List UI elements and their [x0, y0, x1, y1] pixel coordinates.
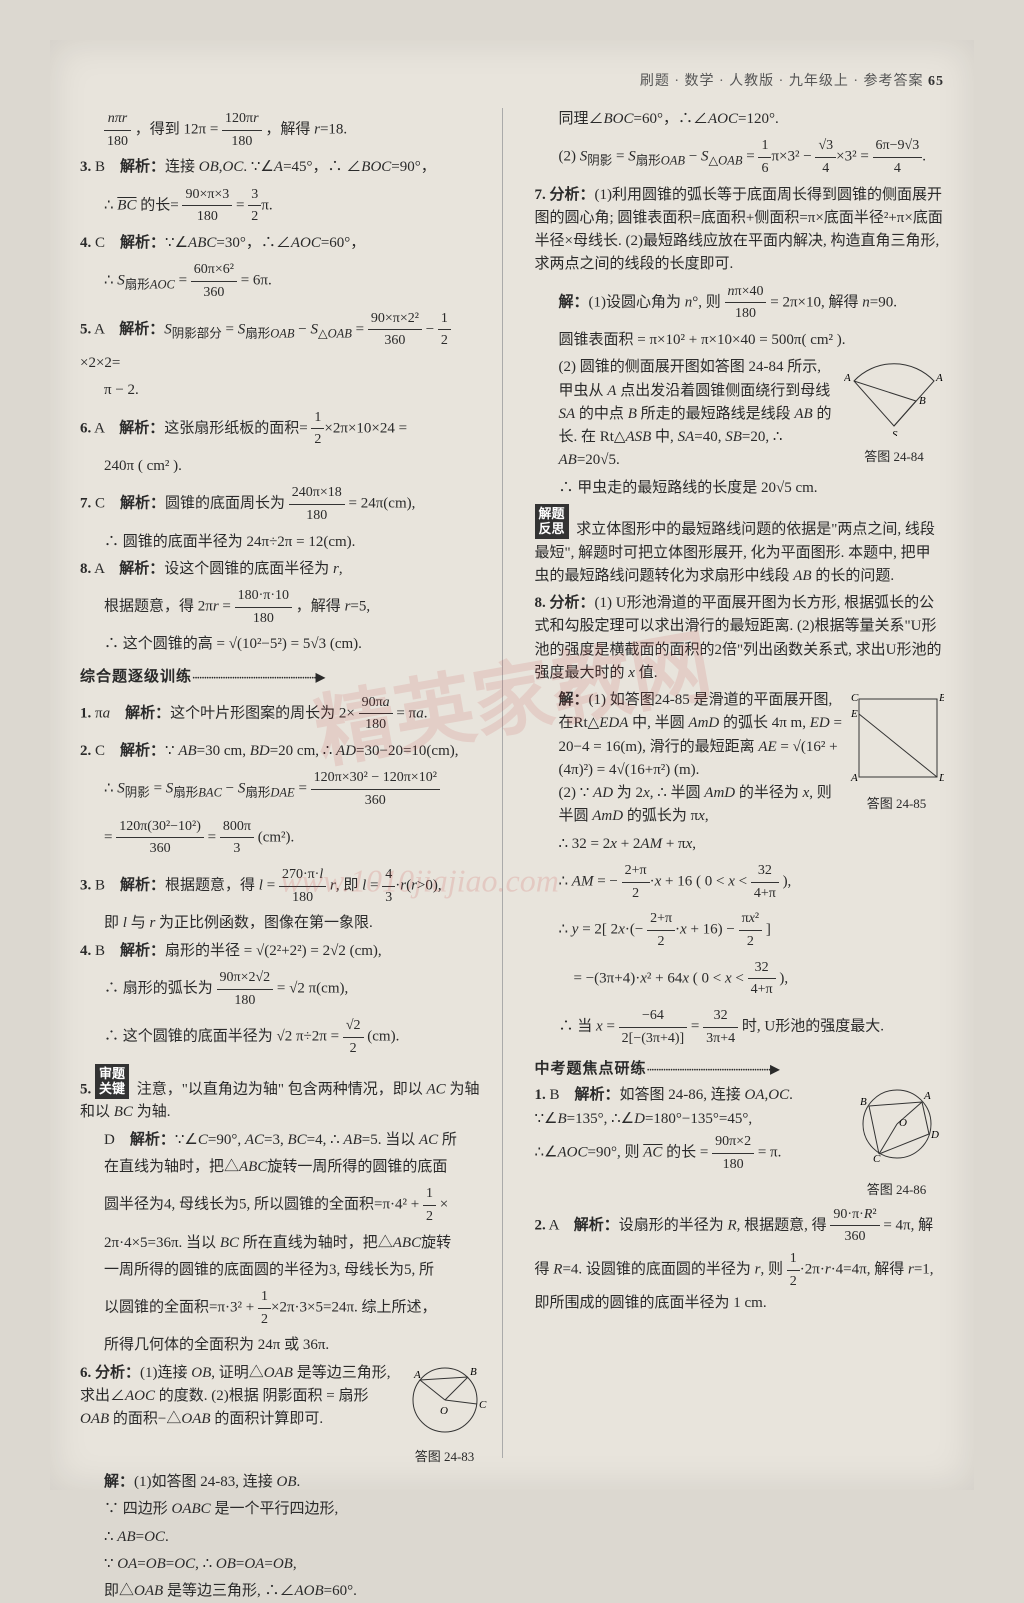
item-3: 3. B 解析：连接 OB,OC. ∵∠A=45°，∴ ∠BOC=90°， [80, 156, 490, 179]
text-line: 解：(1)如答图 24-83, 连接 OB. [80, 1471, 490, 1494]
s1-item-6: 6. 分析：(1)连接 OB, 证明△OAB 是等边三角形, 求出∠AOC 的度… [80, 1362, 490, 1467]
text-line: 所得几何体的全面积为 24π 或 36π. [80, 1334, 490, 1357]
figure-24-84: A A' B S 答图 24-84 [844, 356, 944, 472]
text-line: 根据题意，得 2πr = 180·π·10180 ，解得 r=5, [80, 585, 490, 629]
text-line: D 解析：∵∠C=90°, AC=3, BC=4, ∴ AB=5. 当以 AC … [80, 1129, 490, 1152]
svg-text:E: E [850, 708, 858, 720]
columns: nπr180 ，得到 12π = 120πr180 ，解得 r=18. 3. B… [80, 108, 944, 1458]
svg-text:A': A' [935, 372, 944, 384]
fig-caption: 答图 24-83 [400, 1447, 490, 1467]
text-line: ∴ 甲虫走的最短路线的长度是 20√5 cm. [535, 477, 945, 500]
item-7: 7. C 解析：圆锥的底面周长为 240π×18180 = 24π(cm), [80, 482, 490, 526]
s1-item-3: 3. B 解析：根据题意，得 l = 270·π·l180 r, 即 l = 4… [80, 864, 490, 908]
page-header: 刷题 · 数学 · 人教版 · 九年级上 · 参考答案 65 [80, 70, 944, 90]
text-line: 圆锥表面积 = π×10² + π×10×40 = 500π( cm² ). [535, 329, 945, 352]
item-6: 6. A 解析：这张扇形纸板的面积= 12×2π×10×24 = [80, 407, 490, 451]
figure-24-85: E A D B C 答图 24-85 [849, 689, 944, 829]
svg-text:B: B [860, 1096, 867, 1108]
item-4: 4. C 解析：∵∠ABC=30°，∴∠AOC=60°， [80, 232, 490, 255]
text-line: 解：(1) 如答图24-85 是滑道的平面展开图, 在Rt△EDA 中, 半圆 … [535, 689, 945, 829]
circle-diagram-icon: A B C O [400, 1362, 490, 1437]
text-line: 2π·4×5=36π. 当以 BC 所在直线为轴时，把△ABC旋转 [80, 1232, 490, 1255]
text-line: ∴ S阴影 = S扇形BAC − S扇形DAE = 120π×30² − 120… [80, 767, 490, 811]
text-line: ∴ 这个圆锥的高 = √(10²−5²) = 5√3 (cm). [80, 633, 490, 656]
s1-item-1: 1. πa 解析：这个叶片形图案的周长为 2× 90πa180 = πa. [80, 692, 490, 736]
svg-text:A: A [844, 372, 851, 384]
text-line: 同理∠BOC=60°，∴∠AOC=120°. [535, 108, 945, 131]
item-5: 5. A 解析：S阴影部分 = S扇形OAB − S△OAB = 90×π×2²… [80, 308, 490, 376]
text-line: ∴ AB=OC. [80, 1526, 490, 1549]
s1-item-4: 4. B 解析：扇形的半径 = √(2²+2²) = 2√2 (cm), [80, 940, 490, 963]
text-line: ∴ 扇形的弧长为 90π×2√2180 = √2 π(cm), [80, 967, 490, 1011]
left-column: nπr180 ，得到 12π = 120πr180 ，解得 r=18. 3. B… [80, 108, 503, 1458]
text-line: π − 2. [80, 379, 490, 402]
figure-24-86: A B C D O 答图 24-86 [849, 1084, 944, 1199]
text-line: ∴ BC 的长= 90×π×3180 = 32π. [80, 184, 490, 228]
svg-text:C: C [873, 1153, 881, 1165]
text-line: ∵ OA=OB=OC, ∴ OB=OA=OB, [80, 1553, 490, 1576]
circle-quad-icon: A B C D O [849, 1084, 944, 1169]
text-line: ∴ 32 = 2x + 2AM + πx, [535, 833, 945, 856]
svg-text:A: A [413, 1369, 421, 1381]
text-line: ∴ AM = − 2+π2·x + 16 ( 0 < x < 324+π ), [535, 860, 945, 904]
svg-text:D: D [938, 772, 944, 784]
item-8: 8. A 解析：设这个圆锥的底面半径为 r, [80, 558, 490, 581]
page-container: 刷题 · 数学 · 人教版 · 九年级上 · 参考答案 65 精英家教网 www… [50, 40, 974, 1490]
text-line: 解：(1)设圆心角为 n°, 则 nπ×40180 = 2π×10, 解得 n=… [535, 281, 945, 325]
figure-24-83: A B C O 答图 24-83 [400, 1362, 490, 1467]
s2-item-1: 1. B 解析：如答图 24-86, 连接 OA,OC. ∵∠B=135°, ∴… [535, 1084, 945, 1199]
svg-text:A: A [850, 772, 858, 784]
text-line: 一周所得的圆锥的底面圆的半径为3, 母线长为5, 所 [80, 1259, 490, 1282]
right-column: 同理∠BOC=60°，∴∠AOC=120°. (2) S阴影 = S扇形OAB … [523, 108, 945, 1458]
text-line: = −(3π+4)·x² + 64x ( 0 < x < 324+π ), [535, 957, 945, 1001]
text-line: ∴ y = 2[ 2x·(− 2+π2·x + 16) − πx²2 ] [535, 908, 945, 952]
r-item-8: 8. 分析：(1) U形池滑道的平面展开图为长方形, 根据弧长的公式和勾股定理可… [535, 592, 945, 685]
svg-text:B: B [470, 1366, 477, 1378]
text-line: 240π ( cm² ). [80, 455, 490, 478]
svg-text:A: A [923, 1090, 931, 1102]
svg-text:O: O [899, 1117, 907, 1129]
breadcrumb: 刷题 · 数学 · 人教版 · 九年级上 · 参考答案 [640, 74, 924, 89]
svg-text:O: O [440, 1405, 448, 1417]
fig-caption: 答图 24-85 [849, 794, 944, 814]
text-line: nπr180 ，得到 12π = 120πr180 ，解得 r=18. [80, 108, 490, 152]
svg-text:D: D [930, 1129, 939, 1141]
svg-text:B: B [919, 395, 926, 407]
text-line: ∴ 这个圆锥的底面半径为 √2 π÷2π = √22 (cm). [80, 1015, 490, 1059]
svg-text:C: C [851, 692, 859, 704]
text-line: = 120π(30²−10²)360 = 800π3 (cm²). [80, 816, 490, 860]
sector-diagram-icon: A A' B S [844, 356, 944, 436]
text-line: ∴ S扇形AOC = 60π×6²360 = 6π. [80, 259, 490, 303]
fig-caption: 答图 24-84 [844, 447, 944, 467]
text-line: 圆半径为4, 母线长为5, 所以圆锥的全面积=π·4² + 12 × [80, 1183, 490, 1227]
section-header-2: 中考题焦点研练·································… [535, 1057, 945, 1078]
svg-text:S: S [892, 429, 898, 436]
page-number: 65 [928, 74, 944, 89]
text-line: 以圆锥的全面积=π·3² + 12×2π·3×5=24π. 综上所述， [80, 1286, 490, 1330]
fig-caption: 答图 24-86 [849, 1180, 944, 1200]
text-line: (2) 圆锥的侧面展开图如答图 24-84 所示, 甲虫从 A 点出发沿着圆锥侧… [535, 356, 945, 472]
reflect-box: 解题反思 求立体图形中的最短路线问题的依据是"两点之间, 线段最短", 解题时可… [535, 504, 945, 588]
r-item-7: 7. 分析：(1)利用圆锥的弧长等于底面周长得到圆锥的侧面展开图的圆心角; 圆锥… [535, 184, 945, 277]
s1-item-2: 2. C 解析：∵ AB=30 cm, BD=20 cm, ∴ AD=30−20… [80, 740, 490, 763]
s2-item-2: 2. A 解析：设扇形的半径为 R, 根据题意, 得 90·π·R²360 = … [535, 1204, 945, 1316]
text-line: ∴ 圆锥的底面半径为 24π÷2π = 12(cm). [80, 531, 490, 554]
text-line: 即△OAB 是等边三角形, ∴∠AOB=60°. [80, 1580, 490, 1603]
text-line: (2) S阴影 = S扇形OAB − S△OAB = 16π×3² − √34×… [535, 135, 945, 179]
text-line: 即 l 与 r 为正比例函数，图像在第一象限. [80, 912, 490, 935]
svg-text:C: C [479, 1399, 487, 1411]
section-header-1: 综合题逐级训练·································… [80, 665, 490, 686]
rect-diagram-icon: E A D B C [849, 689, 944, 784]
s1-item-5: 5. 审题关键 注意，"以直角边为轴" 包含两种情况，即以 AC 为轴和以 BC… [80, 1064, 490, 1125]
text-line: 在直线为轴时，把△ABC旋转一周所得的圆锥的底面 [80, 1156, 490, 1179]
svg-text:B: B [939, 692, 944, 704]
text-line: ∴ 当 x = −642[−(3π+4)] = 323π+4 时, U形池的强度… [535, 1005, 945, 1049]
